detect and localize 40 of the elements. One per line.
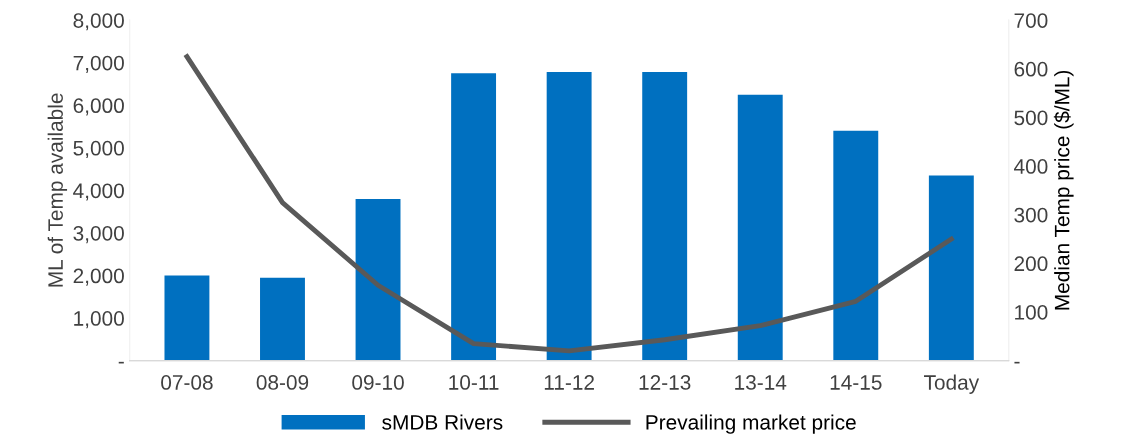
- y2-axis-title: Median Temp price ($/ML): [1053, 70, 1074, 310]
- y-tick-label: 8,000: [73, 13, 124, 31]
- bar: [833, 130, 879, 361]
- x-tick-label: 09-10: [352, 375, 404, 390]
- y2-tick-label: 100: [1015, 305, 1048, 320]
- x-tick-label: 13-14: [735, 375, 787, 390]
- x-tick-label: 07-08: [161, 375, 213, 390]
- y2-tick-label: 700: [1014, 13, 1048, 28]
- legend-label: Prevailing market price: [646, 414, 856, 434]
- y2-tick-label: 300: [1014, 207, 1048, 223]
- y-tick-label: 3,000: [73, 225, 124, 244]
- y-tick-label: 1,000: [74, 311, 124, 329]
- x-tick-label: 14-15: [830, 375, 882, 390]
- y2-tick-label: 500: [1014, 110, 1048, 126]
- bar: [260, 277, 305, 361]
- bar: [164, 275, 210, 361]
- x-tick-label: 10-11: [449, 375, 499, 390]
- bar: [642, 72, 688, 361]
- y2-tick-label: -: [1014, 361, 1020, 364]
- bar: [928, 175, 974, 361]
- line-series: [184, 54, 954, 354]
- y-tick-label: -: [118, 361, 124, 364]
- y-tick-label: 7,000: [73, 55, 124, 73]
- x-tick-label: 08-09: [256, 375, 309, 390]
- bar: [355, 198, 401, 361]
- y-axis-title: ML of Temp available: [47, 93, 68, 287]
- x-tick-label: 11-12: [544, 375, 594, 390]
- y-tick-label: 6,000: [73, 98, 124, 116]
- y2-tick-label: 200: [1014, 256, 1048, 272]
- y-tick-label: 4,000: [73, 183, 124, 201]
- bar: [451, 73, 497, 361]
- bar: [737, 94, 783, 361]
- x-tick-label: Today: [924, 374, 980, 394]
- y-tick-label: 2,000: [73, 268, 124, 286]
- x-tick-label: 12-13: [639, 375, 691, 390]
- y2-tick-label: 400: [1014, 159, 1048, 174]
- legend-label: sMDB Rivers: [382, 414, 503, 430]
- y-tick-label: 5,000: [73, 140, 124, 159]
- y2-tick-label: 600: [1014, 61, 1048, 77]
- bar: [546, 72, 592, 361]
